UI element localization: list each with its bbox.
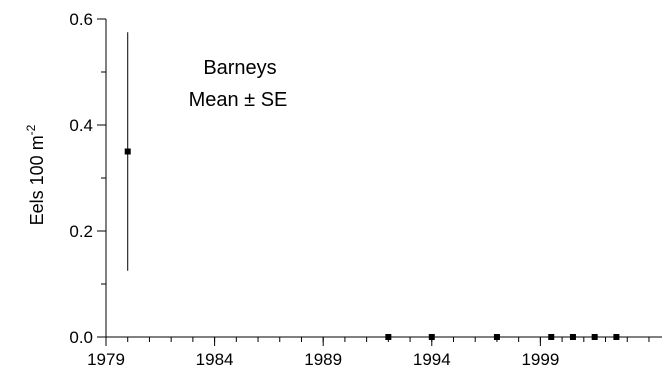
data-point bbox=[124, 148, 131, 155]
y-tick-label: 0.4 bbox=[69, 116, 93, 135]
data-marks bbox=[124, 32, 620, 340]
annotation-line-2: Mean ± SE bbox=[189, 89, 288, 111]
data-point bbox=[493, 334, 500, 340]
data-point bbox=[428, 334, 435, 340]
data-point bbox=[569, 334, 576, 340]
annotation-line-1: Barneys bbox=[203, 57, 276, 79]
data-point bbox=[548, 334, 555, 340]
x-tick-label: 1999 bbox=[521, 350, 559, 369]
axes bbox=[105, 19, 662, 338]
y-tick-label: 0.6 bbox=[69, 10, 93, 29]
ticks: 0.0 0.2 0.4 0.6 1979 1984 1989 1994 1999 bbox=[69, 10, 650, 369]
y-tick-label: 0.0 bbox=[69, 328, 93, 347]
x-tick-label: 1994 bbox=[413, 350, 451, 369]
y-axis-title-main: Eels 100 m bbox=[27, 135, 47, 225]
data-point bbox=[591, 334, 598, 340]
x-tick-label: 1984 bbox=[196, 350, 234, 369]
x-tick-label: 1979 bbox=[87, 350, 125, 369]
data-point bbox=[385, 334, 392, 340]
y-tick-label: 0.2 bbox=[69, 222, 93, 241]
y-axis-title: Eels 100 m-2 bbox=[24, 124, 47, 225]
annotation-se: SE bbox=[255, 89, 287, 111]
y-axis-title-superscript: -2 bbox=[24, 124, 38, 135]
data-point bbox=[613, 334, 620, 340]
annotation-mean: Mean bbox=[189, 89, 245, 111]
annotation-plus-minus: ± bbox=[244, 89, 255, 111]
x-tick-label: 1989 bbox=[304, 350, 342, 369]
